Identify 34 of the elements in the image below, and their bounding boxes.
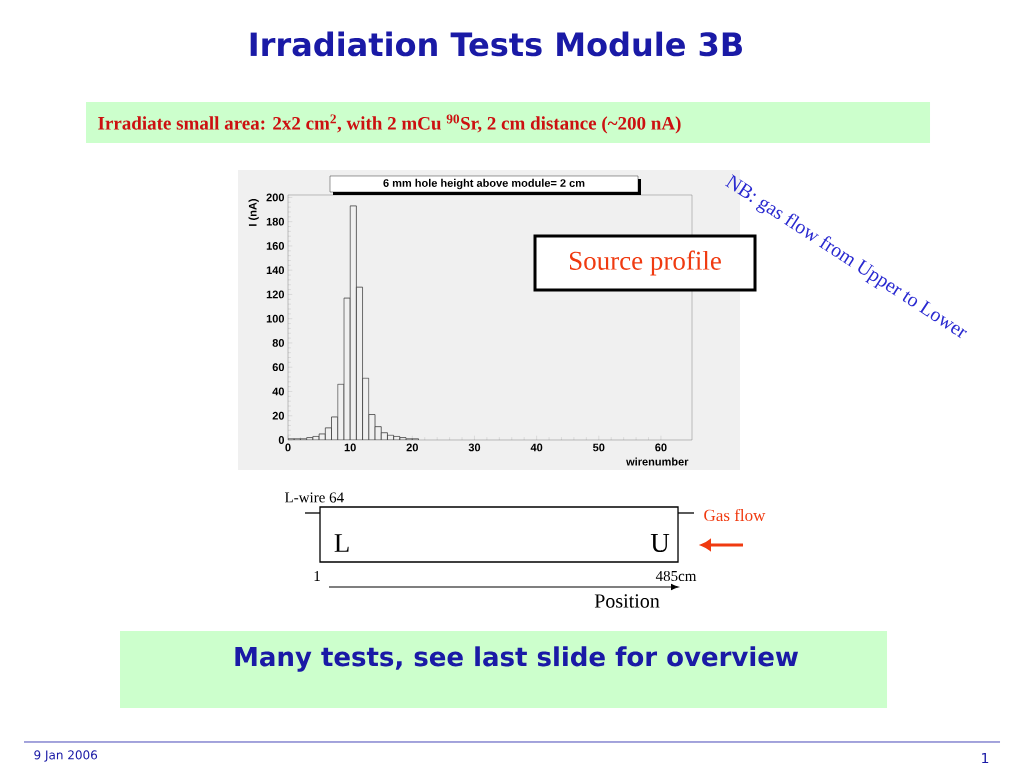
y-tick-label: 40 bbox=[272, 387, 285, 396]
text: 6 mm hole height above module= 2 cm bbox=[383, 178, 585, 190]
y-tick-label: 160 bbox=[266, 242, 285, 250]
y-tick-label: 100 bbox=[266, 314, 285, 323]
text: 485cm bbox=[655, 570, 697, 582]
text: L-wire 64 bbox=[284, 492, 344, 503]
x-tick-label: 40 bbox=[530, 443, 543, 452]
text: 1 bbox=[982, 752, 989, 764]
chart-title: Irradiation Tests Module 3B bbox=[250, 31, 742, 57]
y-tick-label: 120 bbox=[266, 290, 285, 299]
x-axis-title: wirenumber bbox=[626, 457, 689, 466]
x-tick-label: 10 bbox=[344, 443, 356, 452]
y-tick-label: 20 bbox=[272, 411, 285, 420]
y-tick-label: 200 bbox=[266, 193, 285, 202]
y-tick-label: 80 bbox=[272, 339, 285, 347]
y-tick-label: 60 bbox=[272, 363, 285, 372]
chart-subtitle: Irradiate small area: 2x2 cm$^{2}$, with 2 mCu $^{90}$Sr, 2 cm distance (~200 nA) bbox=[98, 114, 681, 134]
y-tick-label: 180 bbox=[266, 217, 285, 226]
x-tick-label: 30 bbox=[468, 443, 481, 452]
text: 1 bbox=[314, 571, 320, 581]
y-tick-label: 140 bbox=[266, 266, 285, 275]
x-tick-label: 60 bbox=[655, 443, 667, 452]
text: Gas flow bbox=[704, 508, 766, 522]
y-tick-label: 0 bbox=[278, 436, 285, 444]
x-tick-label: 50 bbox=[593, 443, 605, 452]
x-tick-label: 20 bbox=[406, 443, 418, 452]
x-tick-label: 0 bbox=[285, 443, 291, 452]
y-axis-title: I (nA) bbox=[248, 199, 259, 226]
text: 9 Jan 2006 bbox=[34, 750, 98, 762]
annotation: Source profile bbox=[569, 250, 721, 276]
text: L bbox=[334, 534, 349, 552]
text: Many tests, see last slide for overview bbox=[235, 646, 799, 672]
text: Position bbox=[594, 594, 660, 608]
text: U bbox=[650, 534, 670, 552]
